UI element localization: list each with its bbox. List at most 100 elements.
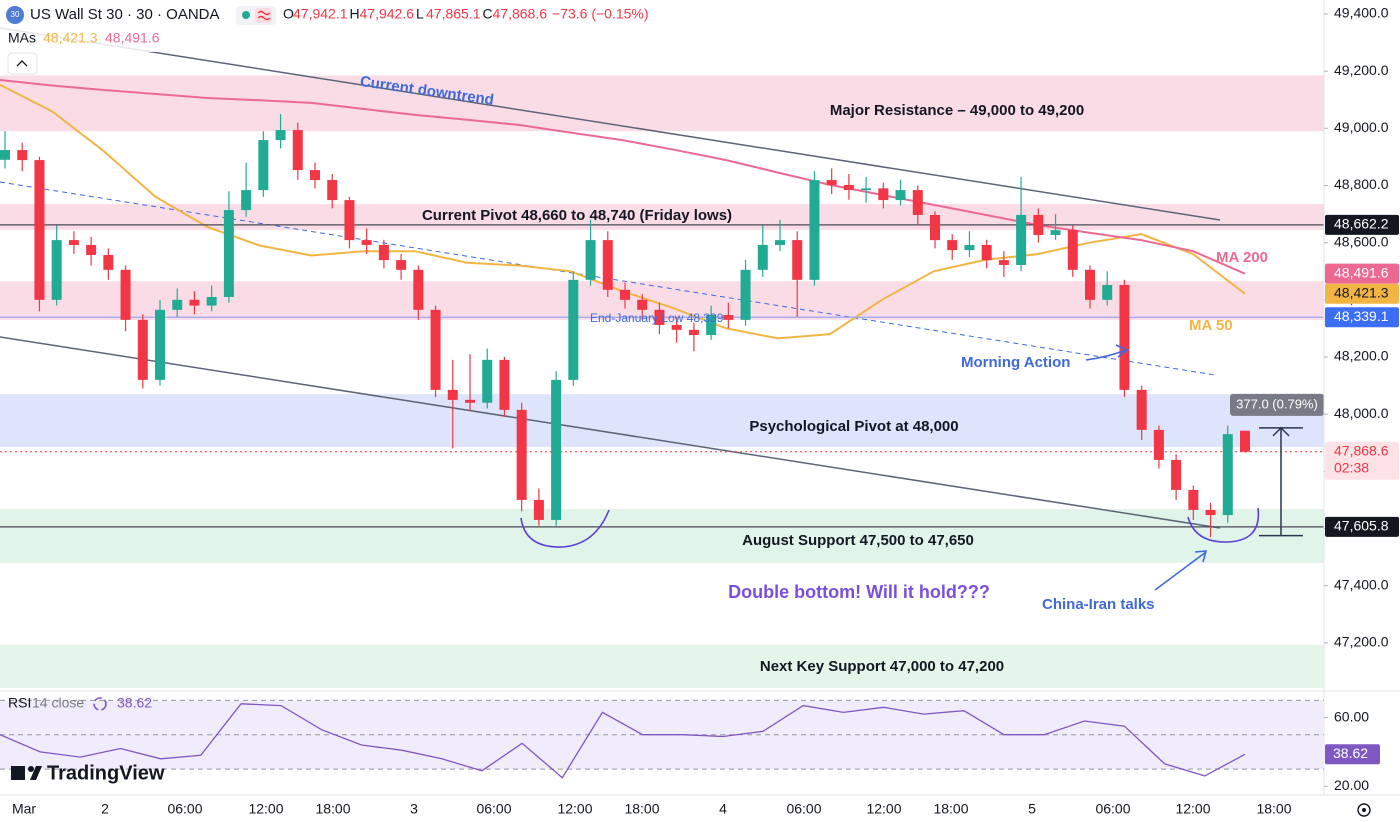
rsi-last-bg — [1325, 744, 1380, 765]
candle-body — [568, 279, 579, 380]
candle-body — [396, 260, 407, 270]
candle-body — [1067, 230, 1078, 270]
ohlc-value: 47,942.6 — [360, 6, 415, 22]
candle-body — [516, 409, 527, 500]
candle-body — [1016, 214, 1027, 265]
candle-body — [275, 130, 286, 141]
x-tick-label: 3 — [410, 801, 418, 817]
ohlc-value: 47,942.1 — [293, 6, 348, 22]
candle-body — [86, 244, 97, 255]
candle-body — [1033, 214, 1044, 235]
candle-body — [465, 399, 475, 403]
brand-logo — [30, 766, 42, 780]
candle-body — [344, 200, 355, 241]
candle-body — [413, 269, 424, 310]
rsi-icon[interactable] — [93, 697, 107, 711]
ma-legend-label[interactable]: MAs — [8, 30, 36, 46]
x-tick-label: 18:00 — [624, 801, 659, 817]
candle-body — [1205, 509, 1216, 516]
arrow — [1085, 344, 1129, 361]
candle-body — [1050, 230, 1061, 235]
candle-body — [0, 150, 10, 160]
y-tick-label: 48,000.0 — [1334, 405, 1389, 421]
symbol[interactable]: US Wall St 30 · 30 · OANDA — [30, 6, 220, 23]
candle-body — [103, 254, 114, 270]
annotation: China-Iran talks — [1042, 596, 1155, 613]
candle-body — [1171, 459, 1182, 490]
y-tick-label: 48,800.0 — [1334, 176, 1389, 192]
candle-body — [757, 244, 768, 270]
candle-body — [499, 359, 510, 410]
candle-body — [637, 299, 648, 310]
double-bottom-curve — [520, 509, 610, 548]
candle-body — [155, 309, 165, 380]
level-countdown: 02:38 — [1334, 459, 1369, 475]
candle-body — [843, 184, 854, 191]
x-tick-label: 4 — [719, 801, 727, 817]
ohlc-change: −73.6 (−0.15%) — [552, 6, 649, 22]
ohlc-letter: O — [283, 6, 294, 22]
legend-bg — [0, 0, 680, 52]
y-tick-label: 49,200.0 — [1334, 62, 1389, 78]
y-tick-label: 47,200.0 — [1334, 634, 1389, 650]
candle-body — [981, 244, 992, 261]
rsi-line — [0, 703, 1246, 779]
x-tick-label: 12:00 — [1175, 801, 1210, 817]
candle-body — [723, 314, 734, 320]
y-tick-label: 48,200.0 — [1334, 348, 1389, 364]
zone-label: Next Key Support 47,000 to 47,200 — [760, 658, 1004, 675]
x-tick-label: 5 — [1028, 801, 1036, 817]
zone-label: August Support 47,500 to 47,650 — [742, 532, 974, 549]
rsi-tick-label: 20.00 — [1334, 777, 1369, 793]
candle-body — [310, 170, 320, 181]
trend-line — [0, 336, 1221, 529]
candle-body — [964, 244, 975, 251]
y-tick-label: 49,000.0 — [1334, 119, 1389, 135]
candle-body — [1136, 389, 1147, 430]
x-tick-label: 12:00 — [866, 801, 901, 817]
candle-body — [740, 269, 751, 320]
status-icon — [255, 8, 272, 23]
level-label: 47,868.6 — [1334, 442, 1389, 458]
measure-label-bg — [1230, 393, 1324, 416]
x-tick-label: Mar — [12, 801, 36, 817]
ohlc-letter: L — [416, 6, 424, 22]
ohlc-value: 47,868.6 — [493, 6, 548, 22]
candle-body — [120, 269, 131, 320]
collapse-button[interactable] — [7, 52, 38, 75]
rsi-params: 14 close — [32, 695, 84, 711]
zone-label: Current Pivot 48,660 to 48,740 (Friday l… — [422, 207, 732, 224]
candle-body — [51, 240, 62, 300]
settings-button[interactable] — [1357, 803, 1371, 817]
rsi-value: 38.62 — [117, 695, 152, 711]
candle-body — [258, 140, 269, 191]
candle-body — [998, 260, 1009, 265]
brand: TradingView — [47, 762, 165, 784]
x-tick-label: 06:00 — [167, 801, 202, 817]
zone-label: Psychological Pivot at 48,000 — [749, 418, 958, 435]
candle-body — [223, 210, 234, 297]
symbol-logo-text: 30 — [11, 10, 20, 19]
candle-body — [688, 329, 699, 335]
ohlc-letter: C — [483, 6, 493, 22]
candle-body — [533, 499, 544, 520]
candle-body — [775, 240, 785, 245]
x-tick-label: 12:00 — [248, 801, 283, 817]
candle-body — [585, 240, 596, 280]
candle-body — [1153, 429, 1164, 460]
level-label-bg — [1325, 307, 1399, 328]
candle-body — [895, 190, 906, 201]
x-tick-label: 06:00 — [786, 801, 821, 817]
annotation: End-January Low 48,339 — [590, 311, 724, 325]
double-bottom-curve — [1187, 507, 1260, 543]
x-tick-label: 06:00 — [1095, 801, 1130, 817]
candle-body — [1102, 284, 1113, 300]
level-label: 48,491.6 — [1334, 264, 1389, 280]
zone — [0, 75, 1324, 132]
candle-body — [947, 240, 958, 251]
x-tick-label: 2 — [101, 801, 109, 817]
candle-body — [447, 389, 458, 400]
candle-body — [1119, 284, 1130, 390]
brand-logo — [11, 766, 25, 780]
brand-logo — [28, 766, 34, 772]
